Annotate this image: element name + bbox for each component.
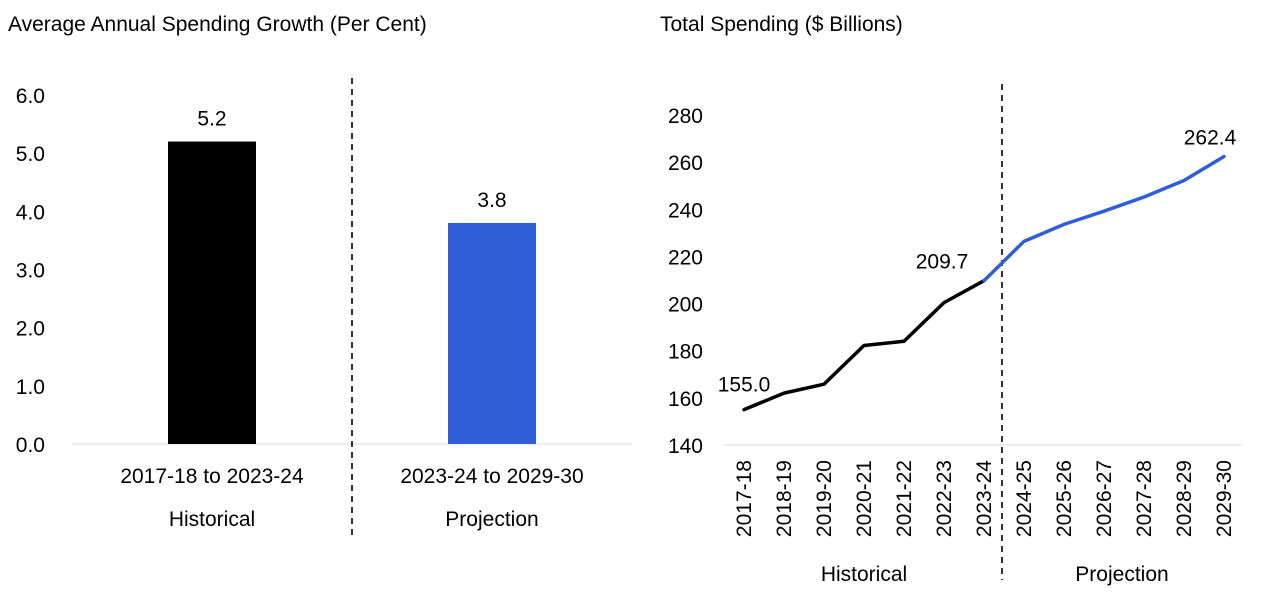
growth-y-tick-label: 4.0 bbox=[16, 201, 45, 224]
growth-y-tick-label: 3.0 bbox=[16, 260, 45, 283]
growth-bar-chart: Average Annual Spending Growth (Per Cent… bbox=[8, 13, 632, 535]
total-x-tick-label: 2021-22 bbox=[893, 460, 916, 537]
total-x-tick-label: 2020-21 bbox=[853, 460, 876, 537]
total-series bbox=[742, 154, 1226, 412]
total-annotation-label: 209.7 bbox=[916, 251, 969, 274]
growth-x-axis: 2017-18 to 2023-24 Historical 2023-24 to 2… bbox=[120, 465, 583, 531]
total-x-tick-label: 2025-26 bbox=[1053, 460, 1076, 537]
growth-bar-value-label: 3.8 bbox=[477, 189, 506, 212]
total-group-labels: Historical Projection bbox=[821, 563, 1169, 586]
growth-bar-value-label: 5.2 bbox=[197, 108, 226, 131]
total-x-tick-label: 2026-27 bbox=[1093, 460, 1116, 537]
growth-category-label: 2017-18 to 2023-24 bbox=[120, 465, 304, 488]
total-y-tick-label: 240 bbox=[668, 199, 703, 222]
total-y-tick-label: 160 bbox=[668, 388, 703, 411]
growth-y-tick-label: 1.0 bbox=[16, 376, 45, 399]
total-x-tick-label: 2029-30 bbox=[1213, 460, 1236, 537]
growth-bars: 5.2 3.8 bbox=[168, 108, 536, 445]
growth-y-tick-label: 6.0 bbox=[16, 85, 45, 108]
growth-group-label: Projection bbox=[445, 508, 538, 531]
total-y-axis: 140 160 180 200 220 240 260 280 bbox=[668, 105, 703, 458]
total-y-tick-label: 200 bbox=[668, 294, 703, 317]
growth-group-label: Historical bbox=[169, 508, 255, 531]
total-group-label: Projection bbox=[1075, 563, 1168, 586]
growth-bar bbox=[168, 141, 256, 445]
historical-series-line bbox=[742, 278, 986, 412]
growth-y-axis: 0.0 1.0 2.0 3.0 4.0 5.0 6.0 bbox=[16, 85, 45, 457]
total-x-tick-label: 2018-19 bbox=[773, 460, 796, 537]
total-x-tick-label: 2028-29 bbox=[1173, 460, 1196, 537]
total-y-tick-label: 220 bbox=[668, 246, 703, 269]
total-x-tick-label: 2019-20 bbox=[813, 460, 836, 537]
total-x-tick-label: 2023-24 bbox=[973, 460, 996, 537]
growth-y-tick-label: 5.0 bbox=[16, 143, 45, 166]
total-chart-title: Total Spending ($ Billions) bbox=[660, 13, 903, 36]
growth-y-tick-label: 2.0 bbox=[16, 318, 45, 341]
total-y-tick-label: 180 bbox=[668, 341, 703, 364]
growth-category-label: 2023-24 to 2029-30 bbox=[400, 465, 583, 488]
total-x-tick-label: 2017-18 bbox=[733, 460, 756, 537]
total-x-tick-label: 2022-23 bbox=[933, 460, 956, 537]
total-x-axis: 2017-18 2018-19 2019-20 2020-21 2021-22 2022-… bbox=[733, 460, 1236, 537]
total-group-label: Historical bbox=[821, 563, 907, 586]
projection-series-line bbox=[982, 154, 1226, 283]
total-annotations: 155.0 209.7 262.4 bbox=[718, 126, 1237, 396]
total-y-tick-label: 260 bbox=[668, 152, 703, 175]
total-annotation-label: 155.0 bbox=[718, 374, 771, 397]
growth-bar bbox=[448, 222, 536, 444]
total-y-tick-label: 140 bbox=[668, 435, 703, 458]
total-annotation-label: 262.4 bbox=[1184, 126, 1237, 149]
total-x-tick-label: 2027-28 bbox=[1133, 460, 1156, 537]
total-line-chart: Total Spending ($ Billions) 140 160 180 200… bbox=[660, 13, 1242, 586]
growth-chart-title: Average Annual Spending Growth (Per Cent… bbox=[8, 13, 427, 36]
growth-y-tick-label: 0.0 bbox=[16, 434, 45, 457]
total-y-tick-label: 280 bbox=[668, 105, 703, 128]
total-x-tick-label: 2024-25 bbox=[1013, 460, 1036, 537]
